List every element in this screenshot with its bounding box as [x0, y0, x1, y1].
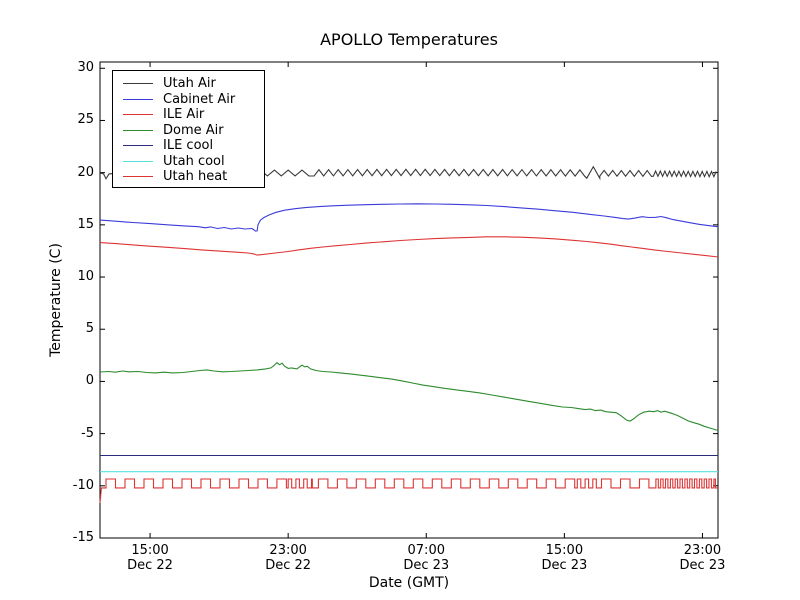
x-tick-date: Dec 23 [541, 558, 588, 573]
y-tick-label: 25 [77, 112, 94, 128]
x-tick-date: Dec 22 [127, 558, 173, 573]
x-tick-date: Dec 22 [265, 558, 312, 573]
legend-line-sample [123, 114, 153, 116]
legend-label: Cabinet Air [163, 91, 236, 107]
x-tick-time: 23:00 [683, 543, 722, 558]
y-tick-label: -10 [72, 477, 94, 493]
x-tick-label: 23:00 Dec 22 [243, 543, 333, 573]
y-tick-label: -15 [72, 530, 94, 545]
legend-line-sample [123, 83, 153, 85]
x-tick-label: 07:00 Dec 23 [381, 543, 471, 573]
x-tick-date: Dec 23 [403, 558, 450, 573]
legend-line-sample [123, 129, 153, 131]
legend-entry-cabinet-air: Cabinet Air [123, 92, 264, 108]
x-tick-date: Dec 23 [679, 558, 726, 573]
legend-label: ILE Air [163, 107, 205, 123]
legend-entry-dome-air: Dome Air [123, 123, 264, 139]
x-tick-label: 15:00 Dec 23 [519, 543, 609, 573]
legend: Utah Air Cabinet Air ILE Air Dome Air ILE co… [112, 70, 265, 188]
legend-line-sample [123, 176, 153, 178]
x-tick-time: 15:00 [545, 543, 584, 558]
x-tick-time: 23:00 [269, 543, 307, 558]
legend-entry-utah-air: Utah Air [123, 76, 264, 92]
legend-entry-utah-cool: Utah cool [123, 154, 264, 170]
legend-label: Utah cool [163, 153, 225, 169]
legend-line-sample [123, 160, 153, 162]
y-tick-label: -5 [81, 425, 94, 441]
chart-title: APOLLO Temperatures [320, 30, 498, 49]
legend-label: Utah Air [163, 76, 216, 92]
legend-entry-ile-cool: ILE cool [123, 138, 264, 154]
legend-line-sample [123, 98, 153, 100]
legend-label: ILE cool [163, 138, 214, 154]
y-tick-label: 5 [85, 321, 94, 337]
legend-entry-ile-air: ILE Air [123, 107, 264, 123]
y-tick-label: 15 [77, 216, 94, 232]
x-axis-label: Date (GMT) [368, 575, 450, 591]
series-line-cabinet-air [99, 203, 719, 232]
legend-entry-utah-heat: Utah heat [123, 169, 264, 185]
y-tick-label: 20 [77, 164, 94, 180]
x-tick-time: 15:00 [131, 543, 169, 558]
series-line-dome-air [99, 361, 719, 432]
legend-line-sample [123, 145, 153, 147]
y-tick-label: 10 [77, 269, 94, 285]
x-tick-label: 23:00 Dec 23 [657, 543, 747, 573]
y-tick-label: 0 [85, 373, 94, 389]
y-tick-label: 30 [77, 60, 94, 76]
axes-frame [99, 61, 719, 539]
x-tick-label: 15:00 Dec 22 [105, 543, 195, 573]
series-line-utah-heat [99, 478, 718, 504]
series-line-ile-air [99, 236, 719, 258]
legend-label: Utah heat [163, 169, 228, 185]
x-tick-time: 07:00 [407, 543, 445, 558]
legend-label: Dome Air [163, 122, 224, 138]
